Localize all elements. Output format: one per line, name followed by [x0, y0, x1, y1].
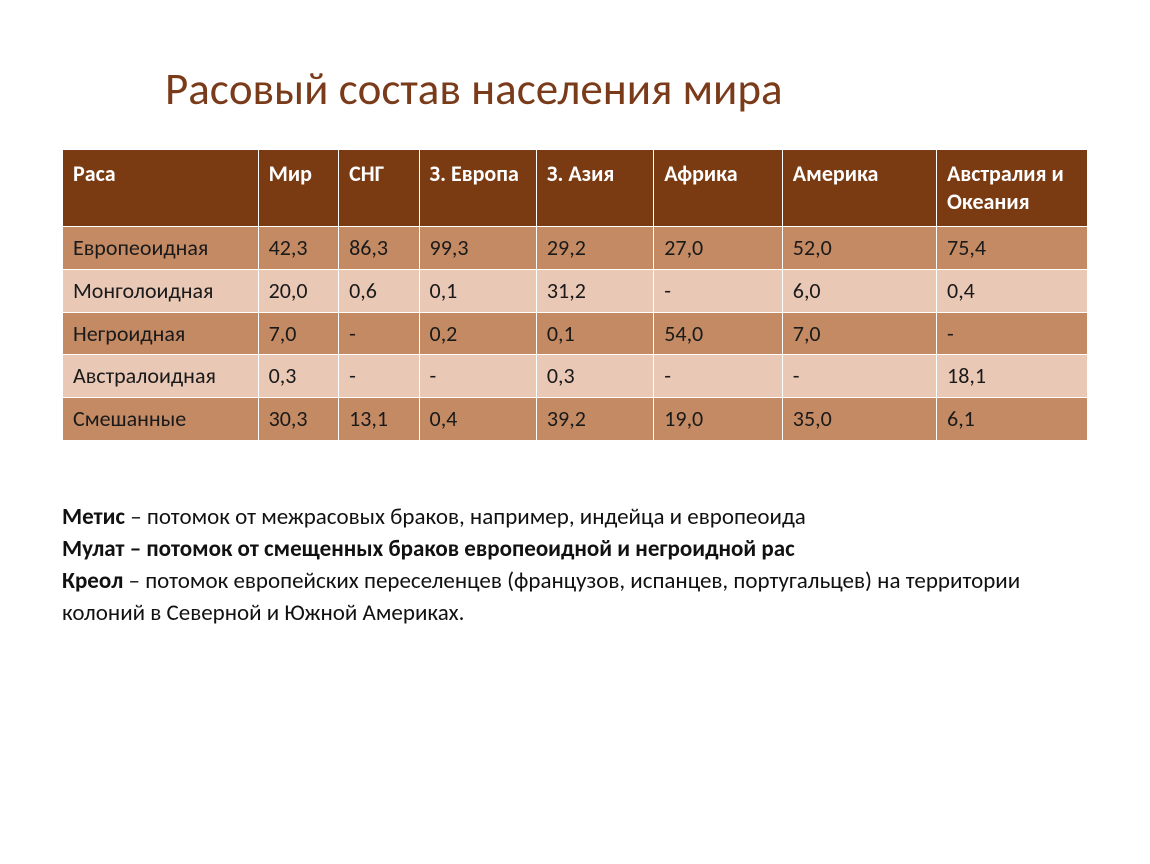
table-cell: -	[339, 312, 419, 355]
table-cell: 42,3	[258, 227, 338, 270]
table-cell: 27,0	[654, 227, 783, 270]
table-row: Европеоидная42,386,399,329,227,052,075,4	[63, 227, 1088, 270]
table-cell: 6,1	[937, 398, 1088, 441]
table-cell: 19,0	[654, 398, 783, 441]
col-header: З. Азия	[536, 150, 653, 227]
table-row: Австралоидная0,3--0,3--18,1	[63, 355, 1088, 398]
table-cell: 86,3	[339, 227, 419, 270]
table-cell: -	[339, 355, 419, 398]
table-cell: 18,1	[937, 355, 1088, 398]
table-cell: 39,2	[536, 398, 653, 441]
definition-line: Креол – потомок европейских переселенцев…	[62, 565, 1088, 629]
table-cell: 20,0	[258, 270, 338, 313]
definition-text: – потомок от межрасовых браков, например…	[125, 503, 806, 531]
col-header: Мир	[258, 150, 338, 227]
table-cell: -	[937, 312, 1088, 355]
race-composition-table: Раса Мир СНГ З. Европа З. Азия Африка Ам…	[62, 149, 1088, 441]
table-container: Раса Мир СНГ З. Европа З. Азия Африка Ам…	[0, 117, 1150, 441]
table-cell: 0,4	[419, 398, 536, 441]
table-cell: 7,0	[782, 312, 936, 355]
table-cell: 13,1	[339, 398, 419, 441]
table-cell: 7,0	[258, 312, 338, 355]
page-title: Расовый состав населения мира	[0, 0, 1150, 117]
table-cell: 75,4	[937, 227, 1088, 270]
table-cell: 0,2	[419, 312, 536, 355]
definition-term: Креол	[62, 567, 123, 595]
slide: Расовый состав населения мира Раса Мир С…	[0, 0, 1150, 864]
table-cell: 0,4	[937, 270, 1088, 313]
table-cell: 0,6	[339, 270, 419, 313]
table-cell: 52,0	[782, 227, 936, 270]
definition-text: – потомок европейских переселенцев (фран…	[62, 567, 1020, 627]
col-header: Австралия и Океания	[937, 150, 1088, 227]
table-row: Смешанные30,313,10,439,219,035,06,1	[63, 398, 1088, 441]
table-cell: 31,2	[536, 270, 653, 313]
definitions-block: Метис – потомок от межрасовых браков, на…	[0, 441, 1150, 630]
definition-line: Мулат – потомок от смещенных браков евро…	[62, 533, 1088, 565]
col-header: Африка	[654, 150, 783, 227]
table-cell: -	[782, 355, 936, 398]
table-body: Европеоидная42,386,399,329,227,052,075,4…	[63, 227, 1088, 440]
table-cell: -	[419, 355, 536, 398]
row-label: Монголоидная	[63, 270, 259, 313]
col-header: Америка	[782, 150, 936, 227]
col-header: З. Европа	[419, 150, 536, 227]
table-cell: -	[654, 270, 783, 313]
table-cell: 99,3	[419, 227, 536, 270]
table-row: Монголоидная20,00,60,131,2-6,00,4	[63, 270, 1088, 313]
table-cell: 29,2	[536, 227, 653, 270]
row-label: Европеоидная	[63, 227, 259, 270]
table-cell: 0,3	[258, 355, 338, 398]
definition-line: Метис – потомок от межрасовых браков, на…	[62, 501, 1088, 533]
table-cell: 54,0	[654, 312, 783, 355]
row-label: Смешанные	[63, 398, 259, 441]
table-header: Раса Мир СНГ З. Европа З. Азия Африка Ам…	[63, 150, 1088, 227]
table-cell: 35,0	[782, 398, 936, 441]
row-label: Негроидная	[63, 312, 259, 355]
table-cell: 0,1	[419, 270, 536, 313]
table-row: Негроидная7,0-0,20,154,07,0-	[63, 312, 1088, 355]
definition-term: Мулат	[62, 535, 125, 563]
definition-term: Метис	[62, 503, 125, 531]
table-cell: 0,3	[536, 355, 653, 398]
table-cell: 6,0	[782, 270, 936, 313]
col-header: СНГ	[339, 150, 419, 227]
row-label: Австралоидная	[63, 355, 259, 398]
table-cell: 0,1	[536, 312, 653, 355]
definition-text: – потомок от смещенных браков европеоидн…	[125, 535, 795, 563]
col-header: Раса	[63, 150, 259, 227]
table-cell: -	[654, 355, 783, 398]
table-cell: 30,3	[258, 398, 338, 441]
